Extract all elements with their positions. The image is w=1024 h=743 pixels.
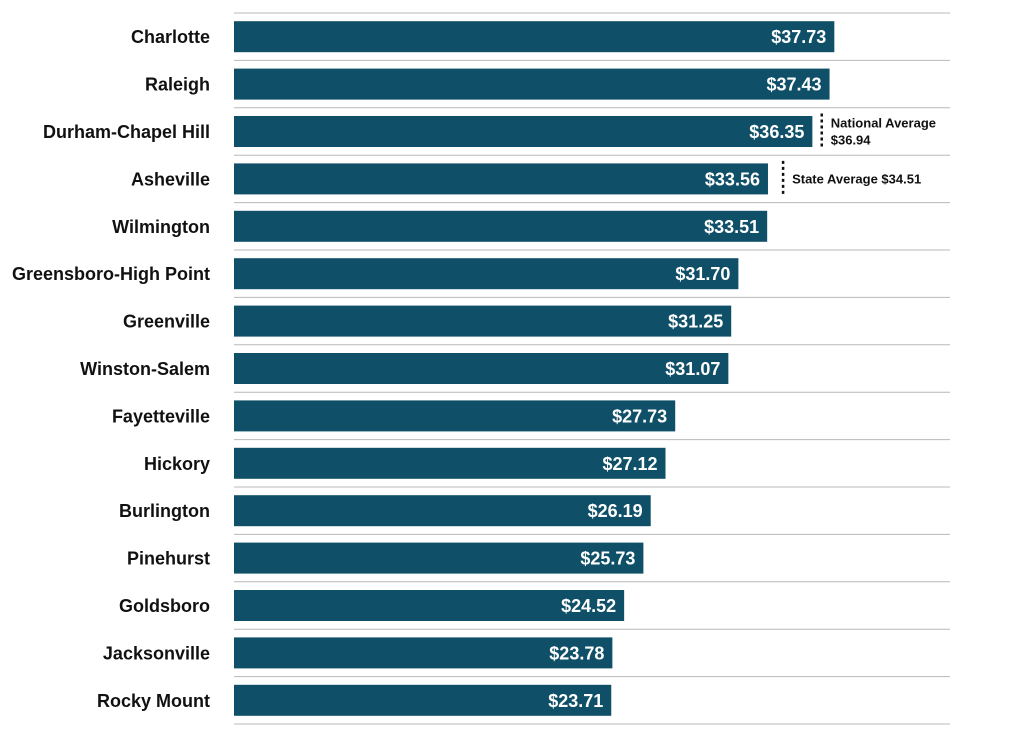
category-label: Winston-Salem bbox=[80, 359, 210, 379]
bar bbox=[234, 590, 625, 621]
value-label: $33.56 bbox=[705, 169, 760, 189]
category-label: Pinehurst bbox=[127, 549, 210, 569]
value-label: $31.07 bbox=[665, 359, 720, 379]
bar bbox=[234, 305, 732, 337]
bar bbox=[234, 353, 729, 384]
bar bbox=[234, 21, 835, 53]
value-label: $31.70 bbox=[675, 264, 730, 284]
category-label: Burlington bbox=[119, 501, 210, 521]
value-label: $27.73 bbox=[612, 406, 667, 426]
bar bbox=[234, 447, 666, 479]
value-label: $23.78 bbox=[549, 643, 604, 663]
value-label: $37.43 bbox=[766, 75, 821, 95]
bar bbox=[234, 684, 612, 716]
category-label: Durham-Chapel Hill bbox=[43, 122, 210, 142]
value-label: $24.52 bbox=[561, 596, 616, 616]
bar bbox=[234, 68, 830, 100]
category-label: Wilmington bbox=[112, 217, 210, 237]
category-label: Hickory bbox=[144, 454, 210, 474]
bar bbox=[234, 542, 644, 574]
value-label: $27.12 bbox=[602, 454, 657, 474]
value-label: $25.73 bbox=[580, 549, 635, 569]
category-label: Raleigh bbox=[145, 75, 210, 95]
reference-label: State Average $34.51 bbox=[792, 171, 921, 186]
value-label: $31.25 bbox=[668, 312, 723, 332]
category-label: Charlotte bbox=[131, 27, 210, 47]
category-label: Asheville bbox=[131, 169, 210, 189]
value-label: $26.19 bbox=[588, 501, 643, 521]
category-label: Greensboro-High Point bbox=[12, 264, 210, 284]
bar bbox=[234, 116, 813, 147]
category-label: Greenville bbox=[123, 312, 210, 332]
bar bbox=[234, 163, 768, 195]
bar bbox=[234, 258, 739, 290]
category-label: Fayetteville bbox=[112, 406, 210, 426]
value-label: $23.71 bbox=[548, 691, 603, 711]
value-label: $37.73 bbox=[771, 27, 826, 47]
value-label: $33.51 bbox=[704, 217, 759, 237]
bar bbox=[234, 637, 613, 669]
value-label: $36.35 bbox=[749, 122, 804, 142]
reference-label: National Average bbox=[831, 116, 936, 131]
category-label: Goldsboro bbox=[119, 596, 210, 616]
bar bbox=[234, 210, 768, 242]
bar bbox=[234, 400, 676, 432]
reference-label: $36.94 bbox=[831, 133, 872, 148]
bar bbox=[234, 495, 651, 527]
category-label: Jacksonville bbox=[103, 643, 210, 663]
category-label: Rocky Mount bbox=[97, 691, 210, 711]
